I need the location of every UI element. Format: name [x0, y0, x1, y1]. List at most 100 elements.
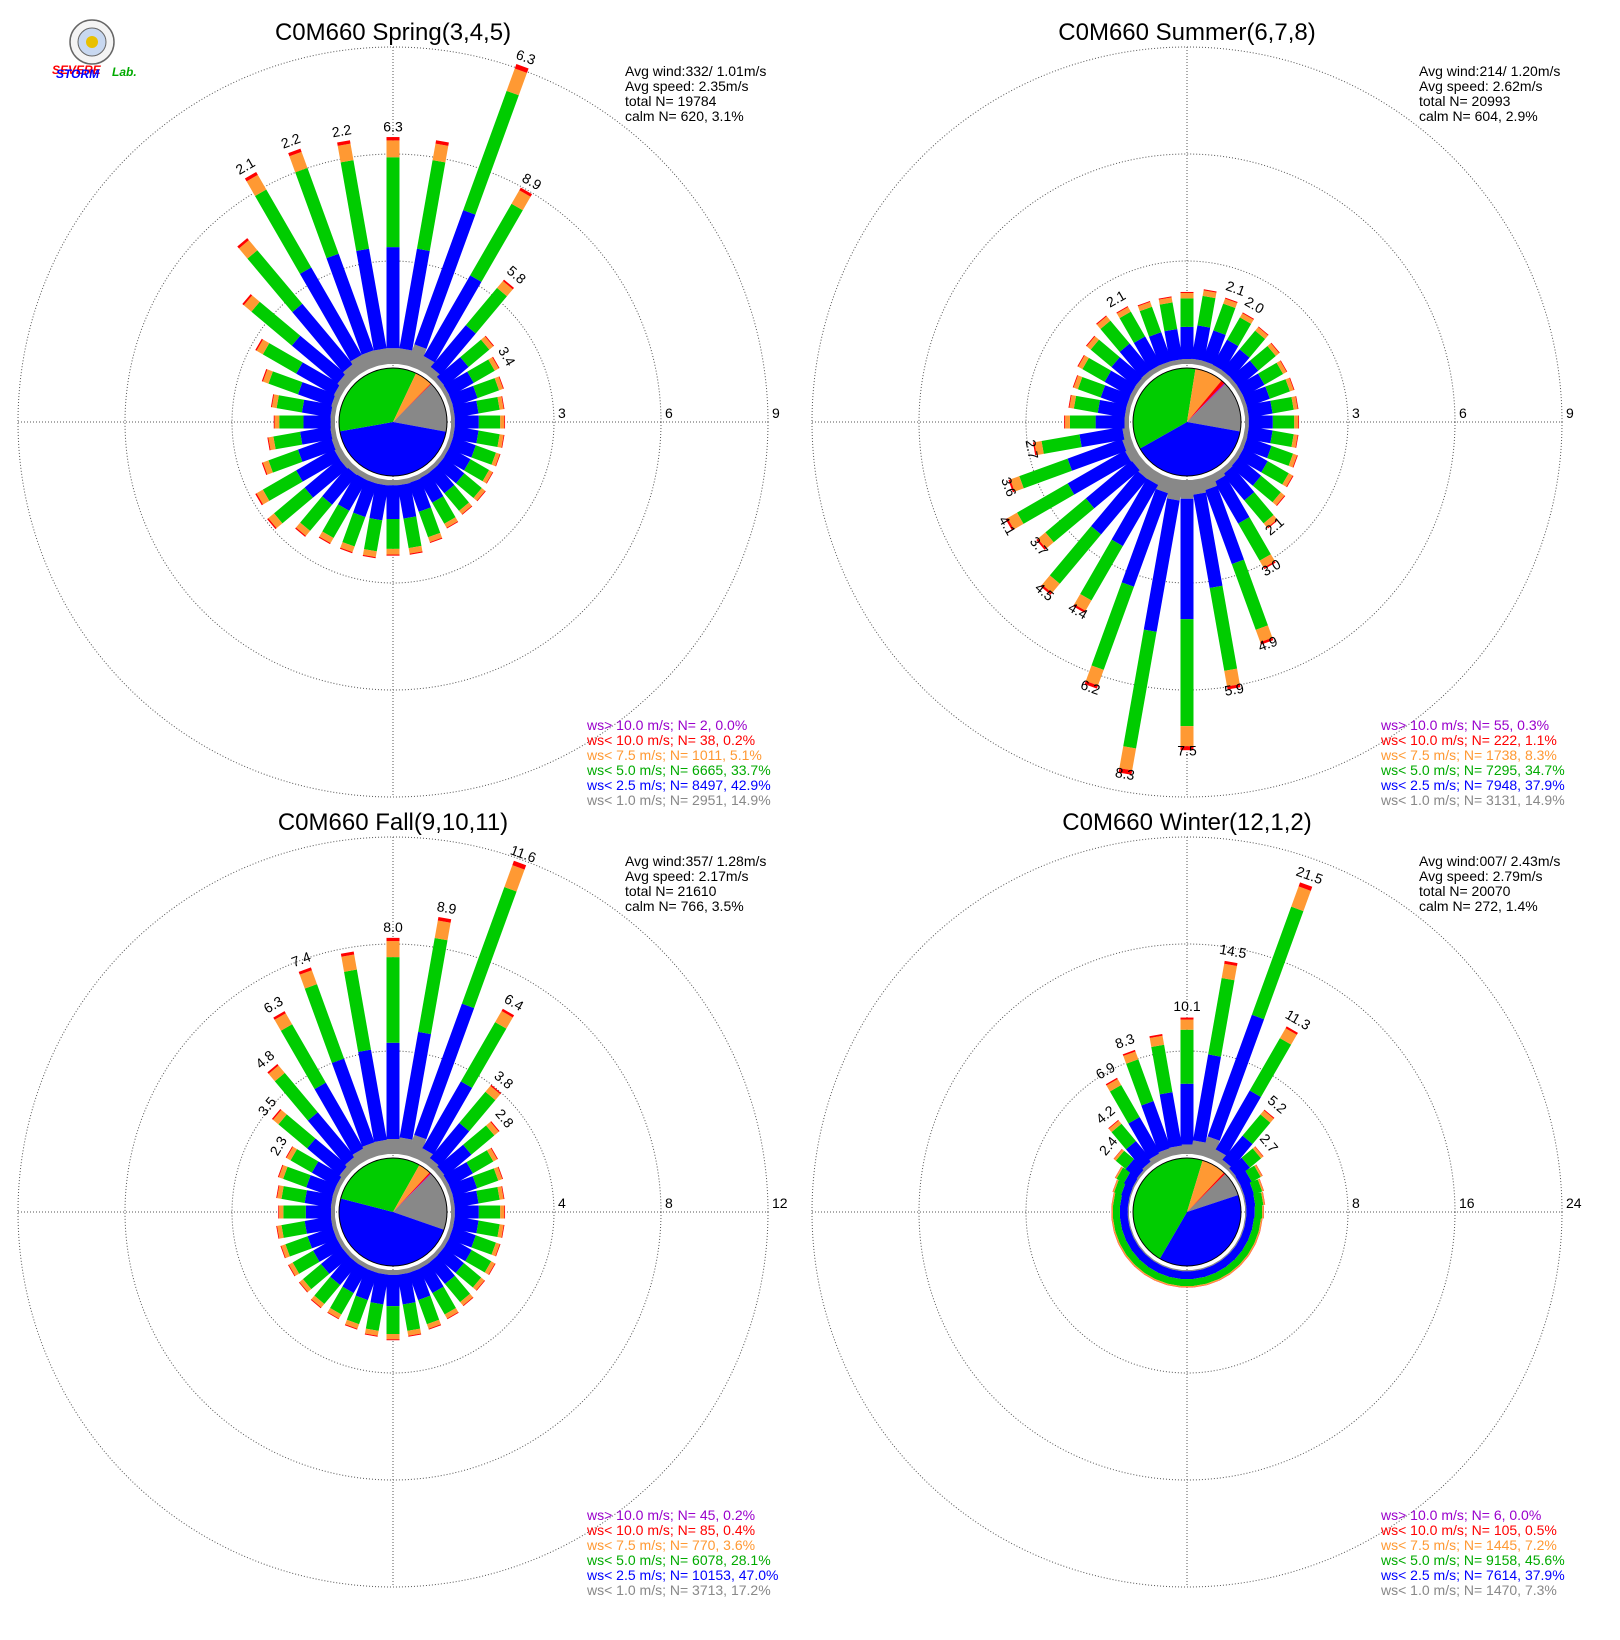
- stat-line: calm N= 604, 2.9%: [1419, 108, 1538, 124]
- bar-segment-220-4: [310, 1299, 322, 1309]
- bar-segment-80-1: [452, 400, 479, 418]
- logo-lab: Lab.: [112, 65, 137, 79]
- bar-segment-250-2: [285, 1236, 312, 1257]
- bar-segment-0-4: [1180, 1017, 1194, 1020]
- bar-segment-130-3: [472, 1277, 485, 1291]
- bar-segment-250-3: [281, 1244, 290, 1258]
- bar-segment-170-3: [1193, 1283, 1207, 1288]
- bar-segment-50-2: [463, 1125, 495, 1155]
- bar-segment-340-1: [331, 1058, 375, 1147]
- bar-segment-120-4: [486, 471, 494, 484]
- legend-entry: ws< 1.0 m/s; N= 2951, 14.9%: [586, 792, 771, 808]
- bar-segment-230-4: [298, 1281, 308, 1293]
- bar-segment-280-0: [330, 404, 338, 419]
- tick-label: 4: [558, 1195, 566, 1211]
- bar-segment-210-4: [1143, 1273, 1155, 1281]
- bar-value-label: 14.5: [1218, 941, 1248, 962]
- bar-value-label: 4.9: [1256, 633, 1280, 655]
- bar-value-label: 21.5: [1294, 863, 1325, 887]
- bar-segment-290-1: [297, 382, 336, 407]
- bar-segment-260-2: [281, 1220, 307, 1238]
- bar-segment-0-0: [1180, 1144, 1194, 1154]
- bar-segment-70-4: [498, 376, 504, 389]
- panel-title: C0M660 Fall(9,10,11): [278, 809, 508, 836]
- bar-segment-180-4: [386, 554, 400, 556]
- bar-segment-110-1: [1243, 437, 1272, 459]
- bar-segment-140-0: [1219, 1252, 1231, 1262]
- bar-segment-320-2: [247, 250, 303, 313]
- bar-segment-10-3: [432, 143, 449, 163]
- bar-segment-30-4: [519, 187, 533, 197]
- bar-segment-110-4: [495, 453, 501, 467]
- bar-segment-330-1: [299, 267, 362, 362]
- bar-segment-160-4: [1260, 637, 1274, 645]
- bar-segment-340-1: [1141, 1101, 1171, 1153]
- bar-segment-50-2: [460, 339, 490, 368]
- bar-segment-100-3: [1258, 1218, 1263, 1232]
- bar-segment-120-2: [1241, 1239, 1255, 1255]
- bar-segment-280-0: [1127, 1195, 1132, 1209]
- pie-slice-2: [340, 1158, 420, 1212]
- bar-segment-340-4: [1137, 300, 1151, 307]
- bar-segment-140-2: [1225, 1259, 1240, 1273]
- bar-segment-200-0: [1160, 1264, 1174, 1270]
- bar-segment-70-3: [493, 1166, 503, 1181]
- bar-segment-240-3: [1007, 512, 1024, 530]
- bar-segment-130-1: [436, 456, 465, 484]
- bar-value-label: 8.3: [1113, 1030, 1137, 1052]
- bar-segment-300-2: [1116, 1167, 1131, 1184]
- bar-segment-320-2: [1100, 320, 1130, 352]
- bar-segment-20-1: [1207, 1014, 1265, 1141]
- bar-segment-320-4: [1108, 1119, 1119, 1129]
- bar-segment-120-4: [1286, 475, 1294, 488]
- bar-segment-320-1: [292, 303, 353, 373]
- bar-segment-220-3: [295, 522, 311, 536]
- bar-segment-240-1: [296, 448, 341, 482]
- bar-segment-40-1: [430, 325, 476, 376]
- bar-segment-160-3: [428, 532, 443, 543]
- bar-segment-310-2: [1115, 1150, 1134, 1169]
- bar-segment-10-2: [416, 160, 446, 251]
- bar-value-label: 6.9: [1093, 1059, 1118, 1083]
- bar-segment-220-0: [1143, 1252, 1155, 1262]
- tick-label: 8: [1352, 1195, 1360, 1211]
- legend-entry: ws< 7.5 m/s; N= 1445, 7.2%: [1380, 1537, 1557, 1553]
- bar-segment-270-3: [279, 1205, 284, 1219]
- bar-segment-310-2: [278, 1114, 316, 1149]
- bar-segment-110-4: [1255, 1231, 1261, 1244]
- bar-segment-160-4: [429, 537, 443, 544]
- bar-segment-190-0: [1170, 1267, 1184, 1272]
- bar-segment-180-0: [1180, 480, 1194, 499]
- pie-slice-1: [1159, 1195, 1241, 1266]
- legend-entry: ws< 5.0 m/s; N= 6078, 28.1%: [586, 1552, 771, 1568]
- bar-segment-0-3: [1180, 1019, 1194, 1030]
- bar-segment-130-4: [1276, 495, 1286, 506]
- bar-segment-280-3: [277, 1185, 284, 1199]
- bar-segment-250-2: [1019, 458, 1072, 489]
- bar-segment-180-0: [1180, 1270, 1194, 1272]
- bar-segment-100-3: [1291, 434, 1298, 448]
- pie-slice-2: [339, 368, 417, 432]
- bar-segment-20-4: [512, 860, 527, 870]
- bar-segment-90-3: [500, 1205, 505, 1219]
- bar-segment-110-2: [1247, 1228, 1259, 1244]
- legend-entry: ws< 10.0 m/s; N= 105, 0.5%: [1380, 1522, 1557, 1538]
- bar-segment-40-2: [1239, 330, 1266, 358]
- bar-segment-10-4: [437, 916, 452, 923]
- bar-segment-50-1: [437, 1144, 472, 1177]
- bar-segment-170-1: [397, 1272, 416, 1305]
- bar-segment-350-1: [356, 248, 387, 351]
- bar-segment-110-3: [491, 452, 500, 467]
- bar-segment-160-1: [1201, 1265, 1217, 1278]
- bar-segment-20-1: [414, 1003, 475, 1140]
- legend-entry: ws< 1.0 m/s; N= 3713, 17.2%: [586, 1582, 771, 1598]
- bar-segment-150-2: [432, 496, 456, 524]
- bar-segment-120-3: [1247, 1243, 1256, 1256]
- bar-segment-270-1: [305, 1205, 332, 1219]
- bar-segment-160-0: [406, 474, 421, 484]
- bar-segment-30-1: [1212, 339, 1239, 372]
- bar-segment-220-1: [322, 466, 357, 505]
- pie-slice-0: [393, 383, 447, 432]
- bar-segment-50-4: [484, 335, 495, 347]
